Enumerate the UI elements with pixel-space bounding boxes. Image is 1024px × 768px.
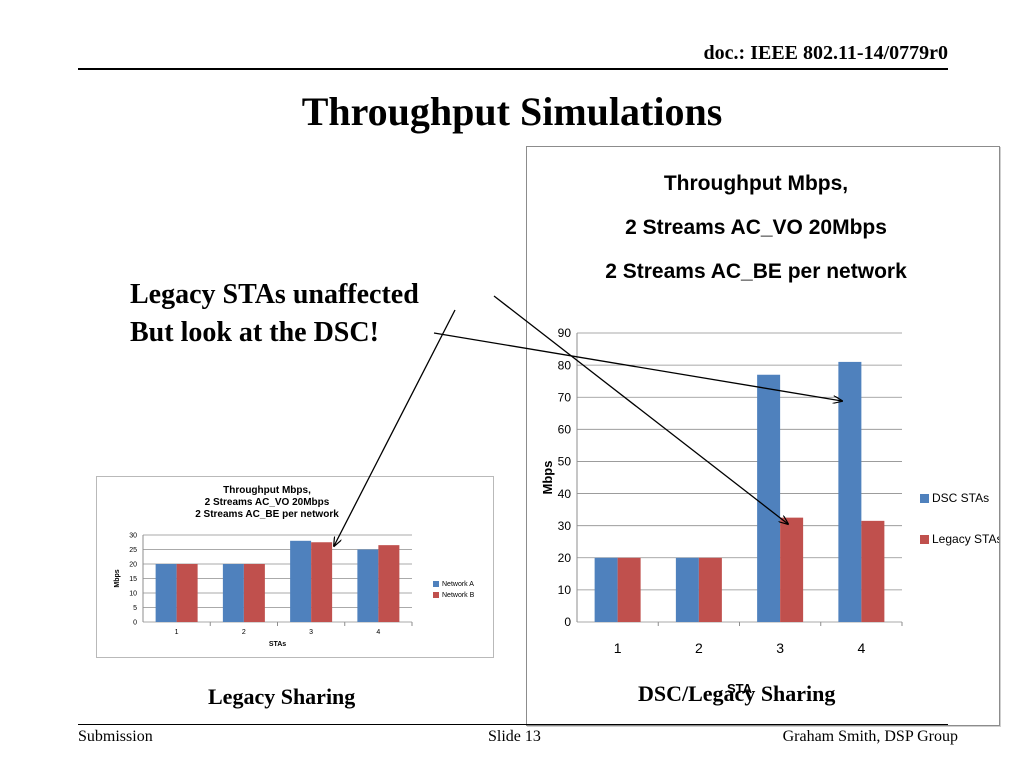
bar-legacy-stas xyxy=(617,557,641,622)
chart-title-line: 2 Streams AC_VO 20Mbps xyxy=(625,216,887,239)
chart-title-line: 2 Streams AC_BE per network xyxy=(195,509,339,520)
x-tick-label: 2 xyxy=(242,629,246,636)
chart-title-line: Throughput Mbps, xyxy=(223,485,311,496)
x-tick-label: 1 xyxy=(614,640,622,656)
y-tick-label: 70 xyxy=(558,390,572,404)
annotation-text: Legacy STAs unaffected But look at the D… xyxy=(130,276,419,352)
y-tick-label: 50 xyxy=(558,455,572,469)
x-tick-label: 4 xyxy=(376,629,380,636)
footer-submission: Submission xyxy=(78,728,153,745)
x-tick-label: 3 xyxy=(776,640,784,656)
bar-legacy-stas xyxy=(861,520,885,622)
y-tick-label: 10 xyxy=(129,590,137,597)
bar-dsc-stas xyxy=(675,557,699,622)
x-tick-label: 3 xyxy=(309,629,313,636)
bar-network-b xyxy=(243,564,265,622)
y-tick-label: 30 xyxy=(558,519,572,533)
y-tick-label: 10 xyxy=(558,583,572,597)
bar-network-a xyxy=(222,564,244,622)
footer-author: Graham Smith, DSP Group xyxy=(782,728,958,745)
y-tick-label: 0 xyxy=(133,619,137,626)
bar-network-a xyxy=(357,549,379,622)
legacy-sharing-chart: Throughput Mbps, 2 Streams AC_VO 20Mbps 2 … xyxy=(96,476,494,658)
y-tick-label: 80 xyxy=(558,358,572,372)
dsc-legacy-sharing-chart: Throughput Mbps, 2 Streams AC_VO 20Mbps 2 … xyxy=(526,146,1002,726)
y-tick-label: 20 xyxy=(558,551,572,565)
header-rule xyxy=(78,68,948,70)
y-axis-label: Mbps xyxy=(540,461,555,495)
bar-dsc-stas xyxy=(838,361,862,622)
bar-network-b xyxy=(378,545,400,622)
y-tick-label: 40 xyxy=(558,487,572,501)
legend-label: DSC STAs xyxy=(932,491,989,505)
footer-rule xyxy=(78,724,948,725)
bar-network-a xyxy=(155,564,177,622)
y-tick-label: 60 xyxy=(558,423,572,437)
legend-label: Network B xyxy=(442,592,475,599)
y-tick-label: 30 xyxy=(129,532,137,539)
chart-title-line: 2 Streams AC_VO 20Mbps xyxy=(205,497,330,508)
x-tick-label: 4 xyxy=(857,640,865,656)
annotation-line-2: But look at the DSC! xyxy=(130,317,379,348)
chart-title-line: 2 Streams AC_BE per network xyxy=(605,260,907,283)
bar-legacy-stas xyxy=(698,557,722,622)
caption-dsc-legacy-sharing: DSC/Legacy Sharing xyxy=(638,681,836,706)
footer-slide-number: Slide 13 xyxy=(488,728,541,745)
slide-title: Throughput Simulations xyxy=(301,89,723,134)
dsc-legacy-sharing-chart-svg: Throughput Mbps, 2 Streams AC_VO 20Mbps 2 … xyxy=(540,172,1002,696)
caption-legacy-sharing: Legacy Sharing xyxy=(208,684,356,709)
chart-title-line: Throughput Mbps, xyxy=(664,172,848,195)
legend-swatch xyxy=(920,494,929,503)
annotation-line-1: Legacy STAs unaffected xyxy=(130,279,419,310)
legend-swatch xyxy=(433,581,439,587)
x-tick-label: 2 xyxy=(695,640,703,656)
y-tick-label: 0 xyxy=(564,615,571,629)
x-axis-label: STAs xyxy=(269,641,286,648)
legend-swatch xyxy=(920,535,929,544)
y-tick-label: 15 xyxy=(129,576,137,583)
bar-dsc-stas xyxy=(594,557,618,622)
y-tick-label: 20 xyxy=(129,561,137,568)
legend-swatch xyxy=(433,592,439,598)
legend-label: Legacy STAs xyxy=(932,532,999,546)
bar-dsc-stas xyxy=(757,374,781,622)
y-tick-label: 90 xyxy=(558,326,572,340)
bar-network-b xyxy=(311,542,333,622)
x-axis-label: STA xyxy=(727,681,753,696)
x-tick-label: 1 xyxy=(175,629,179,636)
y-tick-label: 5 xyxy=(133,605,137,612)
bar-network-b xyxy=(176,564,198,622)
y-axis-label: Mbps xyxy=(114,569,121,587)
bar-network-a xyxy=(290,540,312,622)
legacy-sharing-chart-svg: Throughput Mbps,2 Streams AC_VO 20Mbps2 … xyxy=(114,485,475,648)
bar-legacy-stas xyxy=(780,517,804,622)
document-id: doc.: IEEE 802.11-14/0779r0 xyxy=(703,42,948,64)
y-tick-label: 25 xyxy=(129,547,137,554)
legend-label: Network A xyxy=(442,581,474,588)
